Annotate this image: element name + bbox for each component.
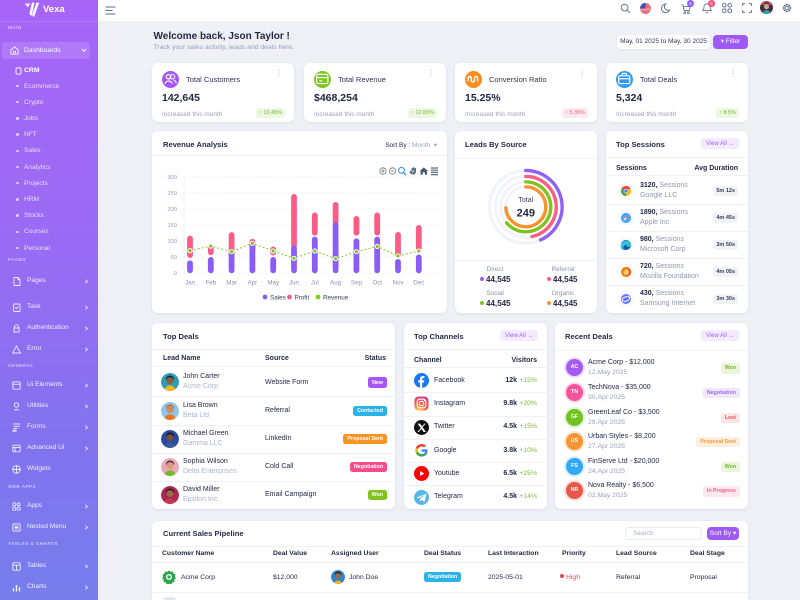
svg-text:Revenue: Revenue	[323, 294, 349, 301]
svg-text:Nov: Nov	[392, 280, 404, 287]
svg-text:300: 300	[167, 175, 177, 181]
svg-text:150: 150	[167, 223, 177, 229]
svg-text:249: 249	[517, 208, 535, 220]
svg-text:50: 50	[171, 255, 177, 261]
svg-text:Jan: Jan	[185, 280, 196, 287]
svg-text:Sep: Sep	[351, 280, 363, 287]
svg-text:Mar: Mar	[226, 280, 237, 287]
svg-text:Total: Total	[518, 197, 533, 204]
svg-text:Jun: Jun	[289, 280, 300, 287]
svg-text:250: 250	[167, 191, 177, 197]
svg-text:0: 0	[174, 271, 177, 277]
svg-text:Profit: Profit	[295, 294, 310, 301]
svg-text:Jul: Jul	[311, 280, 319, 287]
svg-text:Aug: Aug	[330, 280, 342, 287]
svg-text:Apr: Apr	[248, 280, 258, 287]
svg-text:May: May	[267, 280, 280, 287]
svg-text:Dec: Dec	[413, 280, 424, 287]
svg-text:100: 100	[167, 239, 177, 245]
svg-text:Sales: Sales	[270, 294, 286, 301]
svg-text:Feb: Feb	[205, 280, 216, 287]
svg-text:200: 200	[167, 207, 177, 213]
svg-text:Oct: Oct	[372, 280, 382, 287]
